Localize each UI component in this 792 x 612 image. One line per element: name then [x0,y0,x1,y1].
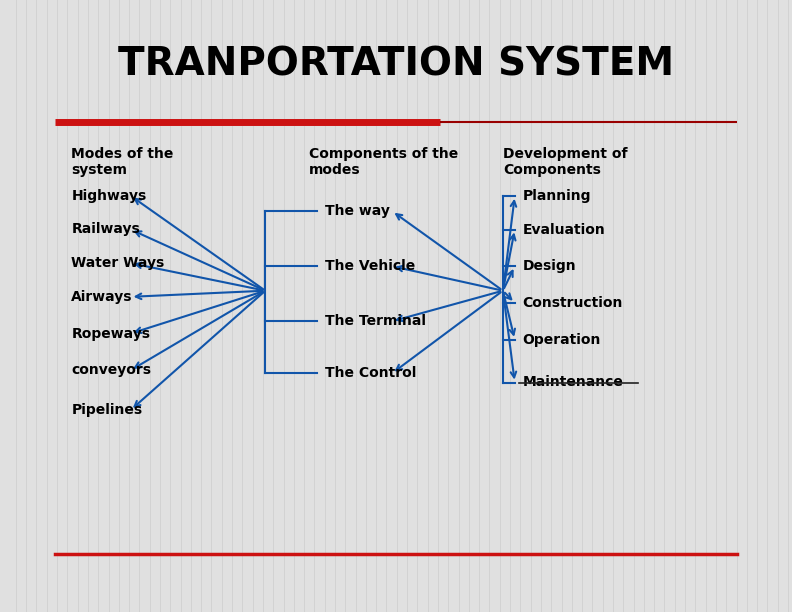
Text: Airways: Airways [71,290,133,304]
Text: Operation: Operation [523,333,601,346]
Text: The Vehicle: The Vehicle [325,259,415,273]
Text: Components of the
modes: Components of the modes [309,147,458,177]
Text: Planning: Planning [523,189,591,203]
Text: The Control: The Control [325,367,416,380]
Text: conveyors: conveyors [71,364,151,377]
Text: The way: The way [325,204,390,218]
Text: Development of
Components: Development of Components [503,147,627,177]
Text: Pipelines: Pipelines [71,403,143,417]
Text: Highways: Highways [71,189,147,203]
Text: Ropeways: Ropeways [71,327,150,340]
Text: Railways: Railways [71,223,140,236]
Text: Maintenance: Maintenance [523,376,623,389]
Text: The Terminal: The Terminal [325,315,426,328]
Text: Water Ways: Water Ways [71,256,165,270]
Text: Construction: Construction [523,296,623,310]
Text: Design: Design [523,259,577,273]
Text: Modes of the
system: Modes of the system [71,147,173,177]
Text: Evaluation: Evaluation [523,223,605,236]
Text: TRANPORTATION SYSTEM: TRANPORTATION SYSTEM [118,45,674,83]
